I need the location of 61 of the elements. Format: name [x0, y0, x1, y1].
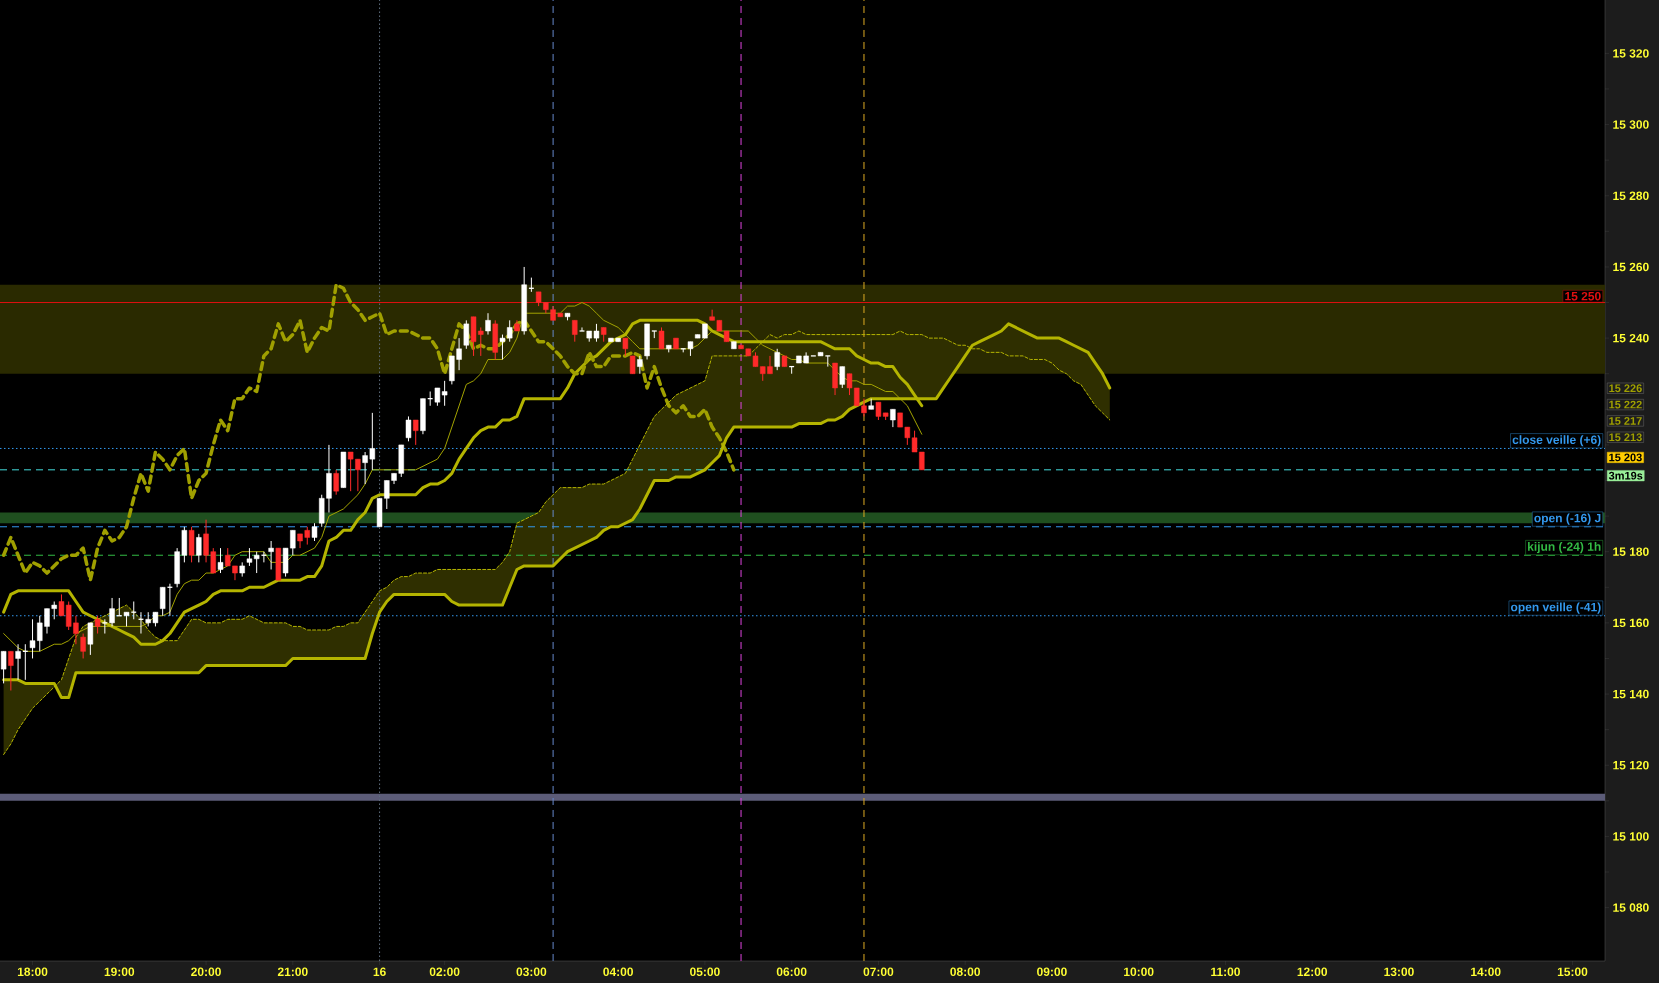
text: 15 217 — [1609, 417, 1642, 425]
candlestick — [101, 618, 108, 635]
ref-line-label: 15 250 — [1565, 291, 1601, 301]
x-tick-label: 02:00 — [429, 967, 460, 977]
candlestick — [80, 633, 86, 659]
ref-line-label: kijun (-24) 1h — [1528, 541, 1601, 554]
candlestick — [578, 326, 586, 332]
candlestick — [658, 326, 665, 350]
text: 15 203 — [1609, 453, 1642, 462]
x-tick-label: 03:00 — [516, 967, 547, 977]
x-tick-label: 15:00 — [1557, 967, 1588, 977]
x-tick-label: 09:00 — [1037, 967, 1067, 977]
text: 15 226 — [1609, 384, 1642, 393]
candlestick — [774, 348, 780, 371]
y-tick-label: 15 140 — [1613, 689, 1649, 699]
y-tick-label: 15 080 — [1613, 903, 1649, 912]
candlestick — [217, 547, 224, 574]
x-tick-label: 11:00 — [1211, 967, 1240, 977]
ref-line-label: open (-16) J — [1534, 513, 1601, 525]
candlestick — [463, 319, 470, 350]
y-tick-label: 15 100 — [1613, 832, 1649, 841]
candlestick — [333, 469, 339, 496]
x-tick-label: 16 — [373, 967, 386, 977]
x-tick-label: 20:00 — [191, 967, 221, 977]
candlestick — [268, 540, 274, 570]
candlestick — [109, 597, 115, 627]
x-tick-label: 08:00 — [950, 967, 981, 977]
x-tick-label: 04:00 — [603, 967, 633, 977]
y-tick-label: 15 160 — [1613, 618, 1649, 628]
candlestick — [839, 366, 845, 389]
y-tick-label: 15 300 — [1613, 120, 1649, 129]
x-tick-label: 06:00 — [776, 967, 807, 977]
candlestick — [8, 650, 14, 691]
y-tick-label: 15 180 — [1613, 547, 1649, 556]
y-tick-label: 15 120 — [1613, 760, 1649, 770]
candlestick — [405, 415, 412, 442]
candlestick — [87, 622, 94, 656]
x-tick-label: 07:00 — [863, 967, 894, 977]
x-tick-label: 12:00 — [1297, 967, 1328, 977]
x-tick-label: 14:00 — [1471, 967, 1501, 977]
candlestick — [15, 643, 21, 681]
candlestick — [572, 319, 578, 343]
x-tick-label: 21:00 — [277, 967, 308, 977]
text: 15 222 — [1609, 400, 1642, 409]
x-tick-label: 19:00 — [104, 967, 135, 977]
ref-line-label: open veille (-41) — [1510, 602, 1601, 614]
y-tick-label: 15 240 — [1613, 333, 1649, 343]
candlestick — [485, 312, 491, 336]
candlestick — [0, 650, 7, 684]
y-tick-label: 15 320 — [1613, 49, 1649, 58]
x-tick-label: 13:00 — [1384, 967, 1414, 977]
ref-line-label: close veille (+6) — [1512, 435, 1601, 447]
y-tick-label: 15 260 — [1613, 262, 1649, 272]
text: 3m19s — [1608, 471, 1643, 480]
text: 15 213 — [1609, 433, 1642, 442]
candlestick — [413, 419, 419, 446]
x-tick-label: 10:00 — [1124, 967, 1154, 977]
x-tick-label: 18:00 — [17, 967, 48, 977]
x-tick-label: 05:00 — [690, 967, 720, 977]
candlestick — [196, 533, 202, 563]
y-tick-label: 15 280 — [1613, 191, 1649, 201]
